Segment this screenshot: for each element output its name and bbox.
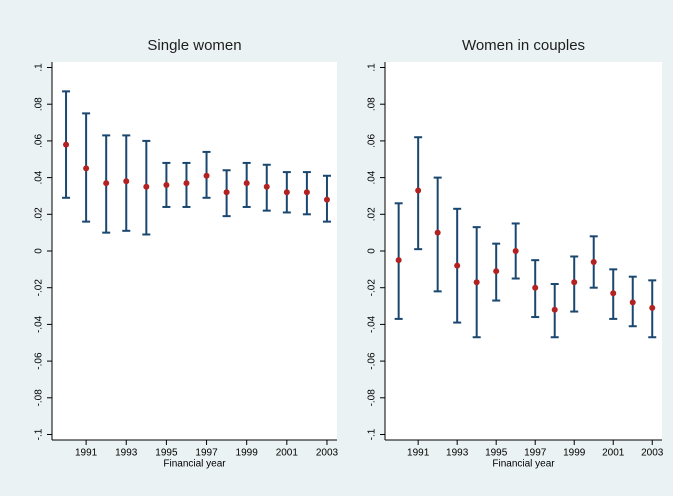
- y-tick-label: .02: [34, 207, 45, 221]
- point: [571, 279, 578, 286]
- x-axis-label: Financial year: [492, 459, 555, 470]
- y-tick-label: 0: [34, 248, 45, 254]
- x-axis-label: Financial year: [163, 459, 226, 470]
- x-tick-label: 1991: [407, 448, 430, 459]
- point: [532, 284, 539, 291]
- point: [143, 183, 150, 190]
- y-tick-label: -.02: [367, 279, 378, 297]
- point: [395, 257, 402, 264]
- point: [629, 299, 636, 306]
- point: [473, 279, 480, 286]
- y-tick-label: .1: [367, 63, 378, 72]
- y-tick-label: .04: [34, 170, 45, 184]
- y-tick-label: .1: [34, 63, 45, 72]
- y-tick-label: .08: [34, 97, 45, 111]
- point: [183, 180, 190, 187]
- x-tick-label: 2003: [641, 448, 664, 459]
- point: [263, 183, 270, 190]
- y-tick-label: .02: [367, 207, 378, 221]
- y-tick-label: -.04: [34, 315, 45, 333]
- point: [434, 229, 441, 236]
- x-tick-label: 1995: [485, 448, 508, 459]
- point: [203, 172, 210, 179]
- x-tick-label: 1993: [115, 448, 138, 459]
- y-tick-label: 0: [367, 248, 378, 254]
- chart-title: Women in couples: [462, 37, 585, 54]
- point: [493, 268, 500, 275]
- point: [454, 262, 461, 269]
- y-tick-label: .06: [34, 134, 45, 148]
- y-tick-label: -.08: [34, 389, 45, 407]
- y-tick-label: -.06: [34, 352, 45, 370]
- y-tick-label: -.06: [367, 352, 378, 370]
- x-tick-label: 1999: [236, 448, 259, 459]
- y-tick-label: -.1: [367, 428, 378, 440]
- x-tick-label: 2001: [602, 448, 625, 459]
- point: [223, 189, 230, 196]
- point: [512, 248, 519, 254]
- y-tick-label: -.08: [367, 389, 378, 407]
- x-tick-label: 1997: [195, 448, 218, 459]
- plot-area: [385, 62, 662, 440]
- point: [83, 165, 90, 172]
- point: [283, 189, 290, 196]
- x-tick-label: 1997: [524, 448, 547, 459]
- point: [303, 189, 310, 196]
- x-tick-label: 2001: [276, 448, 299, 459]
- point: [243, 180, 250, 187]
- point: [590, 259, 597, 266]
- plot-area: [52, 62, 337, 440]
- x-tick-label: 1995: [155, 448, 178, 459]
- point: [163, 181, 170, 188]
- point: [103, 180, 110, 187]
- point: [551, 306, 558, 313]
- y-tick-label: .08: [367, 97, 378, 111]
- y-tick-label: -.04: [367, 315, 378, 333]
- point: [610, 290, 617, 297]
- point: [123, 178, 130, 185]
- y-tick-label: .04: [367, 170, 378, 184]
- x-tick-label: 1991: [75, 448, 98, 459]
- y-tick-label: -.02: [34, 279, 45, 297]
- point: [415, 187, 422, 194]
- point: [649, 304, 656, 311]
- chart-title: Single women: [147, 37, 241, 54]
- point: [63, 141, 70, 148]
- x-tick-label: 1999: [563, 448, 586, 459]
- point: [323, 196, 330, 203]
- x-tick-label: 1993: [446, 448, 469, 459]
- y-tick-label: .06: [367, 134, 378, 148]
- y-tick-label: -.1: [34, 428, 45, 440]
- x-tick-label: 2003: [316, 448, 339, 459]
